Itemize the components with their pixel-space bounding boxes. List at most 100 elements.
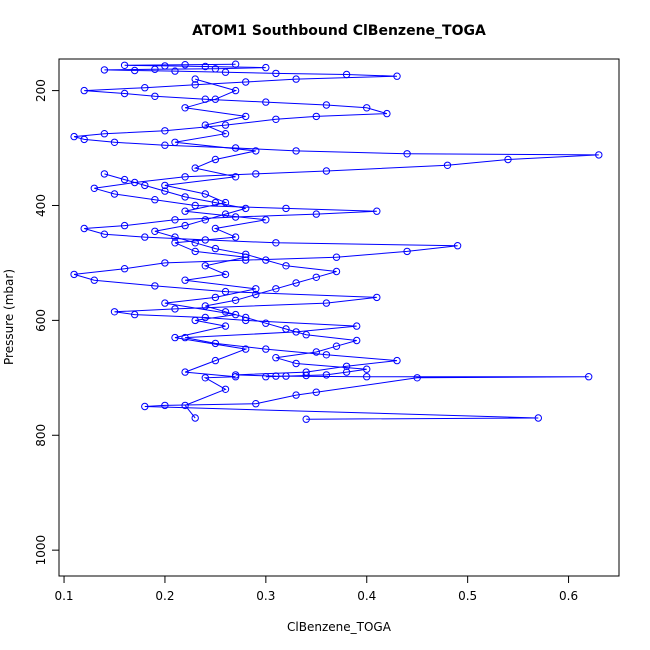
- data-point: [161, 127, 169, 135]
- y-tick-label: 800: [34, 424, 48, 447]
- data-point: [100, 170, 109, 178]
- data-point: [141, 181, 149, 190]
- data-point: [332, 253, 341, 261]
- data-point: [504, 155, 512, 164]
- data-point: [353, 322, 361, 330]
- data-point: [201, 374, 210, 382]
- data-point: [252, 285, 260, 293]
- data-point: [171, 67, 179, 75]
- data-point: [242, 204, 250, 213]
- data-point: [403, 150, 411, 158]
- data-point: [201, 302, 210, 310]
- data-point: [262, 98, 270, 106]
- x-axis-label: ClBenzene_TOGA: [287, 620, 392, 634]
- data-point: [231, 144, 240, 152]
- data-point: [120, 61, 129, 70]
- y-tick-label: 1000: [34, 535, 48, 566]
- data-point: [201, 216, 210, 224]
- data-point: [282, 325, 290, 333]
- data-point: [282, 262, 290, 270]
- data-point: [191, 414, 199, 422]
- data-point: [171, 305, 179, 313]
- data-point: [110, 190, 119, 198]
- data-point: [181, 368, 189, 376]
- data-point: [221, 198, 230, 207]
- data-point: [363, 104, 371, 112]
- data-point: [201, 62, 210, 71]
- data-point: [262, 345, 270, 353]
- x-axis: 0.1 0.2 0.3 0.4 0.5 0.6: [54, 576, 578, 603]
- data-point: [252, 147, 260, 155]
- data-point: [90, 276, 99, 284]
- y-tick-label: 200: [34, 79, 48, 102]
- data-point: [120, 265, 129, 273]
- data-point: [272, 239, 280, 247]
- data-point: [363, 373, 371, 381]
- data-point: [161, 259, 169, 267]
- data-point: [211, 198, 220, 207]
- data-point: [534, 414, 542, 422]
- data-point: [221, 287, 230, 296]
- plot-frame: [58, 58, 620, 577]
- data-point: [80, 86, 88, 95]
- x-tick-label: 0.2: [155, 589, 174, 603]
- data-point: [120, 221, 129, 230]
- data-point: [242, 250, 250, 259]
- data-point: [201, 190, 210, 198]
- data-point: [393, 356, 401, 365]
- data-point: [272, 285, 280, 293]
- data-point: [80, 224, 88, 233]
- data-point: [282, 372, 290, 380]
- data-point: [282, 204, 290, 213]
- data-point: [302, 371, 310, 380]
- data-point: [110, 138, 119, 147]
- data-point: [201, 313, 210, 322]
- data-point: [100, 230, 109, 238]
- data-point: [292, 147, 300, 155]
- data-point: [353, 336, 361, 345]
- data-point: [453, 242, 462, 250]
- data-point: [171, 333, 179, 342]
- data-point: [322, 101, 331, 109]
- data-point: [272, 69, 280, 78]
- data-point: [181, 207, 189, 215]
- data-point: [262, 216, 270, 224]
- data-point: [272, 115, 280, 124]
- data-point: [262, 63, 270, 72]
- y-axis-label: Pressure (mbar): [2, 269, 16, 365]
- data-point: [151, 65, 159, 74]
- data-point: [242, 313, 250, 322]
- data-point: [181, 221, 189, 230]
- data-point: [211, 339, 220, 348]
- data-point: [231, 296, 240, 304]
- data-point: [161, 141, 169, 149]
- data-point: [292, 359, 300, 368]
- data-point: [201, 121, 210, 129]
- data-point: [201, 236, 210, 244]
- series-line-3: [104, 173, 367, 378]
- data-point: [443, 161, 452, 170]
- data-point: [221, 270, 230, 279]
- data-point: [211, 155, 220, 164]
- data-point: [161, 62, 169, 70]
- data-point: [171, 239, 179, 247]
- x-tick-label: 0.5: [458, 589, 477, 603]
- data-point: [191, 164, 199, 172]
- data-point: [595, 151, 603, 159]
- series-line-1: [164, 78, 266, 419]
- data-point: [242, 78, 250, 86]
- data-point: [90, 184, 99, 193]
- data-point: [322, 351, 331, 359]
- data-point: [141, 402, 149, 411]
- data-point: [191, 75, 199, 83]
- data-point: [100, 66, 109, 74]
- data-point: [262, 319, 270, 327]
- data-point: [161, 401, 169, 410]
- data-point: [383, 109, 391, 118]
- data-point: [80, 135, 88, 144]
- y-tick-label: 400: [34, 194, 48, 217]
- data-point: [181, 193, 189, 201]
- data-point: [181, 60, 189, 69]
